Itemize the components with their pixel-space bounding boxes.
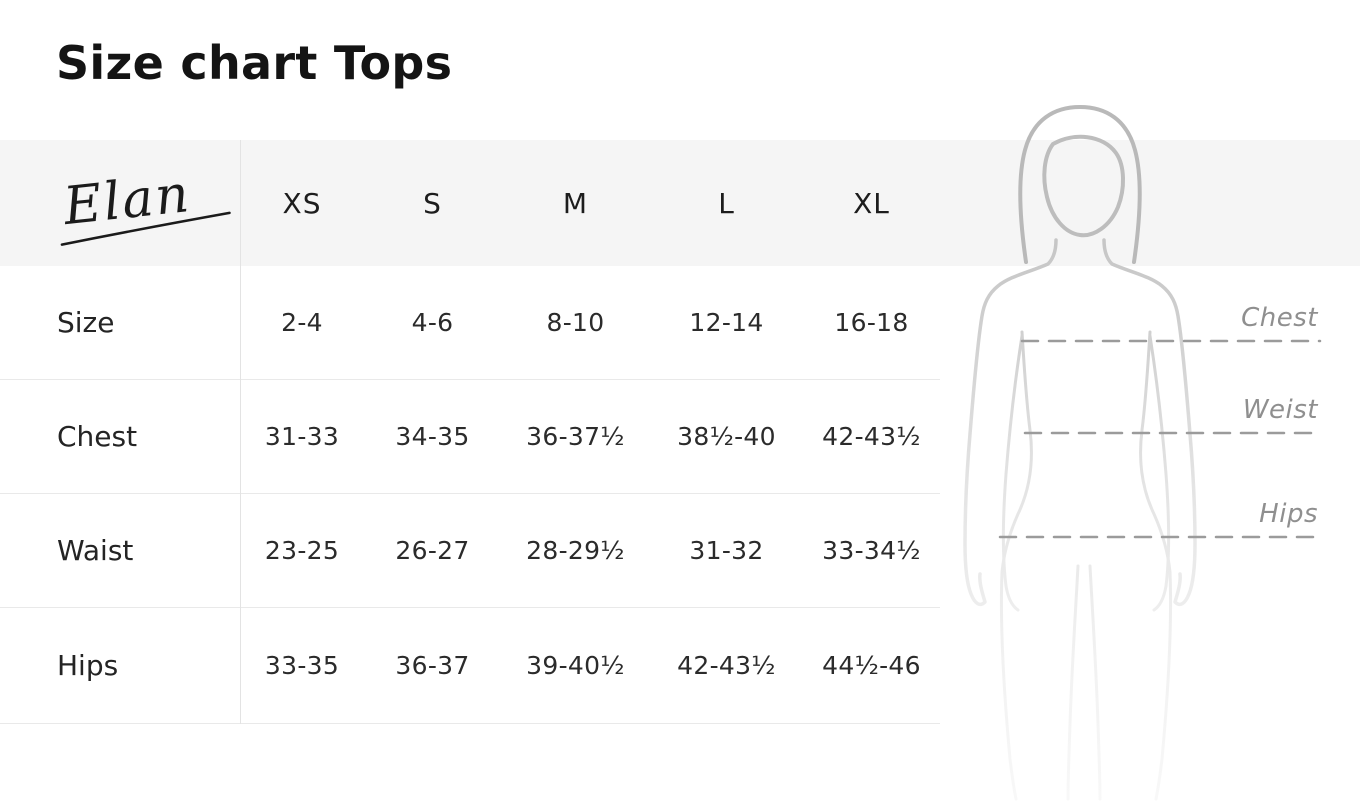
figure-hair — [1018, 105, 1142, 264]
cell-size-xl: 16-18 — [803, 266, 940, 380]
size-chart-table: Elan XS S M L XL Size 2-4 4-6 8-10 12-14… — [0, 140, 940, 724]
table-column-divider — [240, 140, 241, 724]
figure-left-inner-leg — [1066, 564, 1080, 801]
cell-chest-xl: 42-43½ — [803, 380, 940, 494]
column-header-s: S — [423, 186, 442, 220]
figure-right-torso-side — [1139, 330, 1173, 801]
figure-left-inner-arm — [1001, 334, 1024, 612]
column-header-l: L — [718, 186, 735, 220]
cell-waist-xs: 23-25 — [240, 494, 364, 608]
column-header-m: M — [562, 186, 589, 220]
cell-size-m: 8-10 — [501, 266, 650, 380]
row-label-chest: Chest — [0, 380, 240, 494]
body-measurement-illustration: Chest Weist Hips — [940, 104, 1360, 804]
cell-hips-l: 42-43½ — [650, 608, 803, 724]
brand-logo-underline — [60, 211, 231, 246]
figure-right-inner-arm — [1148, 334, 1171, 612]
cell-chest-l: 38½-40 — [650, 380, 803, 494]
cell-waist-m: 28-29½ — [501, 494, 650, 608]
row-label-waist: Waist — [0, 494, 240, 608]
cell-chest-xs: 31-33 — [240, 380, 364, 494]
brand-logo-text: Elan — [60, 164, 194, 237]
page-title: Size chart Tops — [56, 36, 453, 90]
cell-size-s: 4-6 — [364, 266, 501, 380]
cell-hips-xs: 33-35 — [240, 608, 364, 724]
cell-chest-s: 34-35 — [364, 380, 501, 494]
figure-left-torso-side — [999, 330, 1033, 801]
column-header-xl: XL — [853, 186, 890, 220]
cell-hips-s: 36-37 — [364, 608, 501, 724]
row-label-hips: Hips — [0, 608, 240, 724]
figure-right-arm-outline — [1102, 238, 1197, 607]
cell-waist-s: 26-27 — [364, 494, 501, 608]
cell-waist-l: 31-32 — [650, 494, 803, 608]
cell-size-l: 12-14 — [650, 266, 803, 380]
row-label-size: Size — [0, 266, 240, 380]
figure-face — [1042, 134, 1125, 238]
cell-chest-m: 36-37½ — [501, 380, 650, 494]
figure-right-inner-leg — [1088, 564, 1102, 801]
brand-logo-svg: Elan — [60, 164, 231, 246]
hips-measure-label: Hips — [1259, 499, 1318, 529]
brand-logo: Elan — [0, 140, 240, 266]
cell-size-xs: 2-4 — [240, 266, 364, 380]
body-outline-svg: Chest Weist Hips — [963, 105, 1322, 801]
cell-waist-xl: 33-34½ — [803, 494, 940, 608]
chest-measure-label: Chest — [1241, 303, 1318, 333]
figure-left-arm-outline — [963, 238, 1058, 607]
cell-hips-m: 39-40½ — [501, 608, 650, 724]
column-header-xs: XS — [282, 186, 322, 220]
cell-hips-xl: 44½-46 — [803, 608, 940, 724]
table-header-band — [0, 140, 1360, 266]
waist-measure-label: Weist — [1243, 395, 1318, 425]
